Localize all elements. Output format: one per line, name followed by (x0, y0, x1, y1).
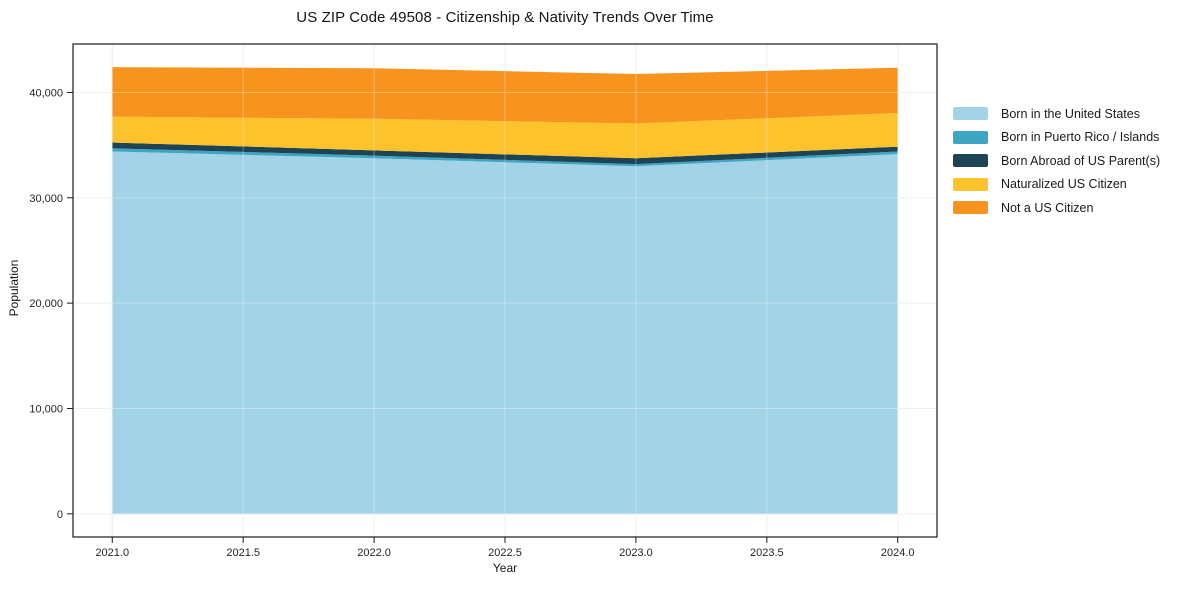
area-series-1 (112, 148, 898, 167)
x-tick-label: 2023.0 (619, 547, 653, 559)
legend-swatch (953, 201, 988, 215)
legend-item-1: Born in Puerto Rico / Islands (953, 126, 1160, 150)
legend-item-3: Naturalized US Citizen (953, 173, 1160, 197)
legend-label: Born in the United States (1001, 106, 1140, 121)
legend-item-0: Born in the United States (953, 102, 1160, 126)
x-tick-label: 2022.5 (488, 547, 522, 559)
legend-swatch (953, 107, 988, 121)
area-series-2 (112, 142, 898, 165)
legend-swatch (953, 177, 988, 191)
y-axis-label: Population (7, 259, 21, 317)
y-tick-label: 10,000 (29, 403, 63, 415)
legend-label: Not a US Citizen (1001, 200, 1094, 215)
x-tick-label: 2021.0 (95, 547, 129, 559)
legend-item-2: Born Abroad of US Parent(s) (953, 149, 1160, 173)
y-tick-label: 40,000 (29, 87, 63, 99)
y-tick-label: 30,000 (29, 193, 63, 205)
legend-swatch (953, 154, 988, 168)
legend-label: Born Abroad of US Parent(s) (1001, 153, 1161, 168)
legend: Born in the United States Born in Puerto … (953, 102, 1160, 220)
x-tick-label: 2024.0 (881, 547, 915, 559)
legend-label: Born in Puerto Rico / Islands (1001, 130, 1160, 145)
x-tick-label: 2021.5 (226, 547, 260, 559)
area-series-0 (112, 151, 898, 514)
legend-label: Naturalized US Citizen (1001, 177, 1127, 192)
x-tick-label: 2023.5 (750, 547, 784, 559)
legend-swatch (953, 130, 988, 144)
chart-title: US ZIP Code 49508 - Citizenship & Nativi… (296, 9, 714, 26)
area-series-4 (112, 67, 898, 124)
area-series-3 (112, 112, 898, 159)
y-tick-label: 0 (57, 509, 63, 521)
x-axis-label: Year (492, 561, 518, 575)
x-tick-label: 2022.0 (357, 547, 391, 559)
y-tick-label: 20,000 (29, 298, 63, 310)
legend-item-4: Not a US Citizen (953, 196, 1160, 220)
